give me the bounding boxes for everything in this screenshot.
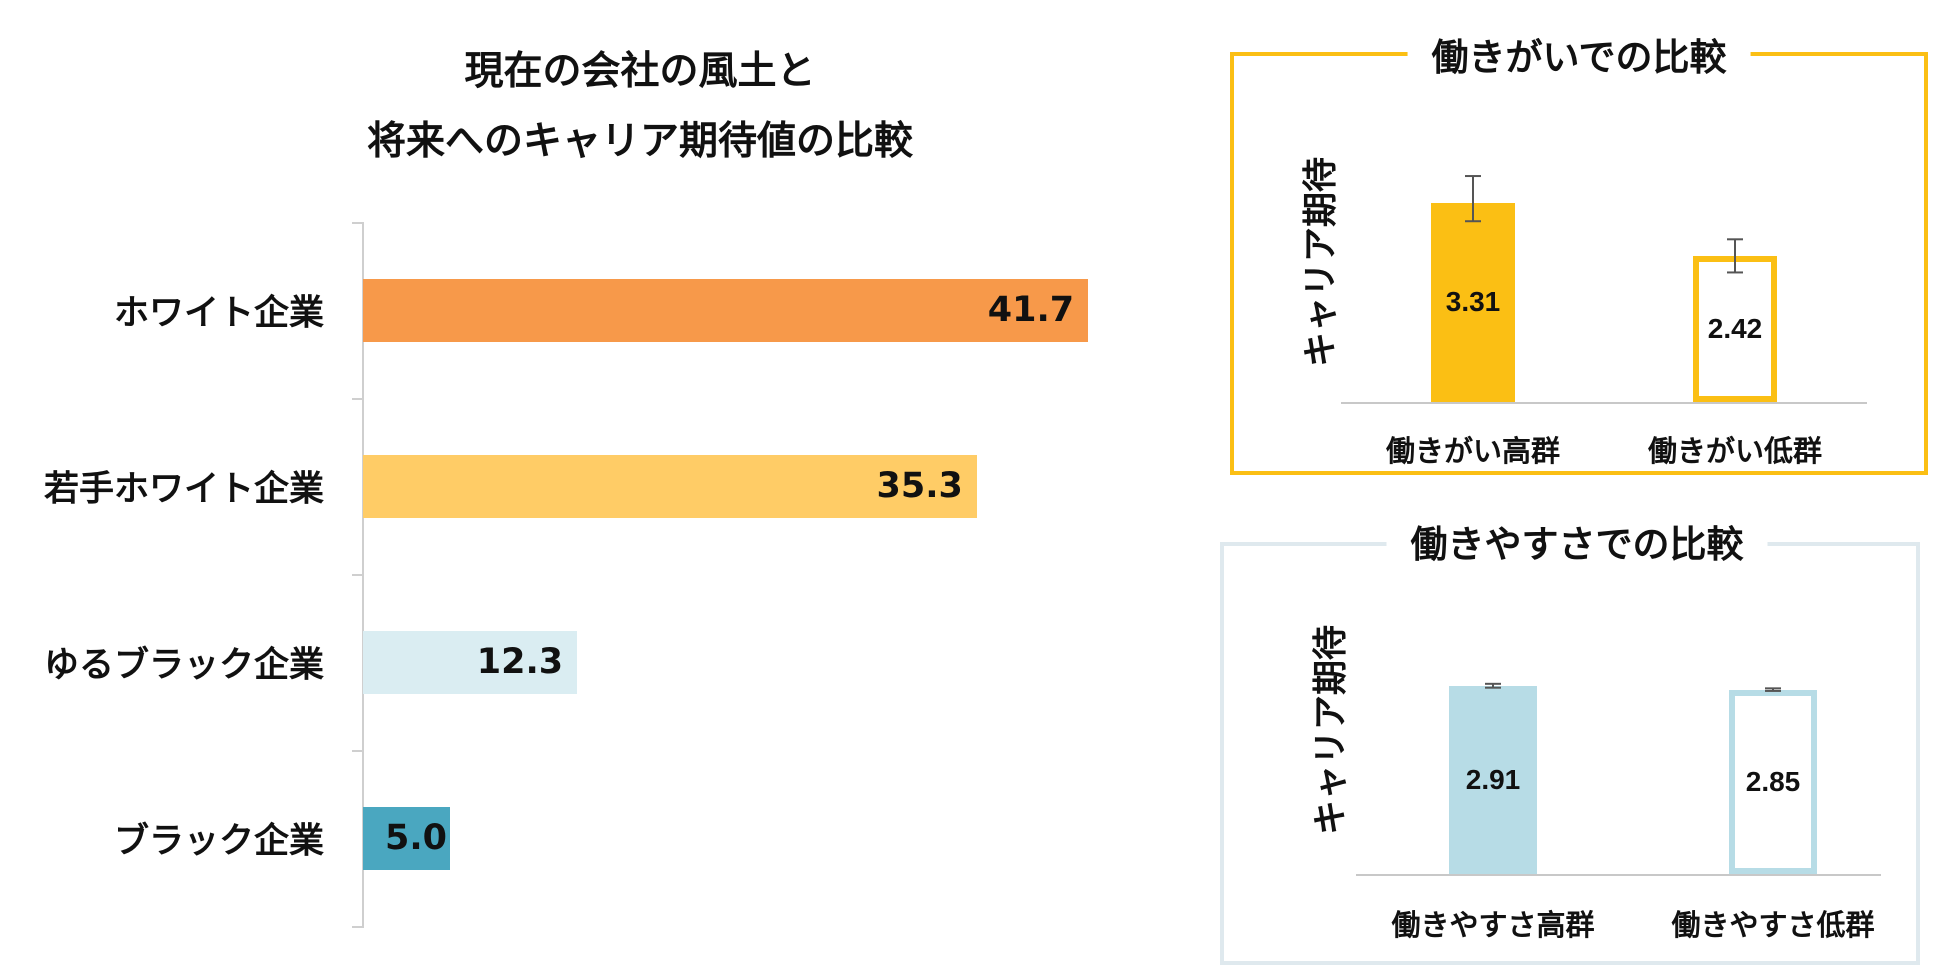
chart-title-line-1: 現在の会社の風土と	[464, 49, 816, 94]
bar-young-white	[363, 454, 977, 518]
yarigai-low-value: 2.42	[1707, 313, 1763, 345]
y-axis-tick	[352, 222, 364, 224]
chart-title-line-2: 将来へのキャリア期待値の比較	[366, 119, 913, 164]
yasusa-high-bar	[1449, 685, 1537, 874]
bar-value-white: 41.7	[987, 290, 1075, 330]
bar-value-black: 5.0	[385, 818, 448, 858]
yarigai-low-error-bar	[1727, 238, 1743, 274]
yarigai-high-value: 3.31	[1445, 286, 1501, 318]
category-label-young-white: 若手ホワイト企業	[43, 469, 324, 510]
yasusa-low-value: 2.85	[1745, 765, 1801, 797]
yasusa-baseline	[1356, 874, 1881, 876]
bar-loose-black	[363, 630, 577, 694]
y-axis-tick	[352, 398, 364, 400]
y-axis-tick	[352, 574, 364, 576]
yarigai-baseline	[1341, 402, 1867, 404]
y-axis-tick	[352, 926, 364, 928]
yasusa-low-error-bar	[1765, 687, 1781, 692]
category-label-white: ホワイト企業	[113, 293, 324, 334]
yarigai-high-label: 働きがい高群	[1385, 434, 1561, 468]
yarigai-low-label: 働きがい低群	[1647, 434, 1823, 468]
yasusa-low-label: 働きやすさ低群	[1671, 908, 1875, 942]
bar-value-young-white: 35.3	[876, 466, 963, 506]
yasusa-high-label: 働きやすさ高群	[1391, 908, 1595, 942]
bar-black	[363, 806, 450, 870]
yasusa-panel-title: 働きやすさでの比較	[1386, 514, 1768, 568]
bar-value-loose-black: 12.3	[476, 642, 564, 682]
yarigai-high-error-bar	[1465, 175, 1481, 223]
yarigai-low-bar	[1693, 256, 1777, 402]
yasusa-low-bar	[1729, 689, 1817, 874]
yasusa-high-error-bar	[1485, 682, 1501, 689]
yarigai-high-bar	[1431, 202, 1515, 402]
yasusa-high-value: 2.91	[1465, 763, 1521, 795]
bar-white	[363, 278, 1088, 342]
category-label-black: ブラック企業	[113, 821, 324, 862]
yarigai-panel-title: 働きがいでの比較	[1407, 27, 1751, 81]
y-axis-tick	[352, 750, 364, 752]
category-label-loose-black: ゆるブラック企業	[43, 645, 324, 686]
